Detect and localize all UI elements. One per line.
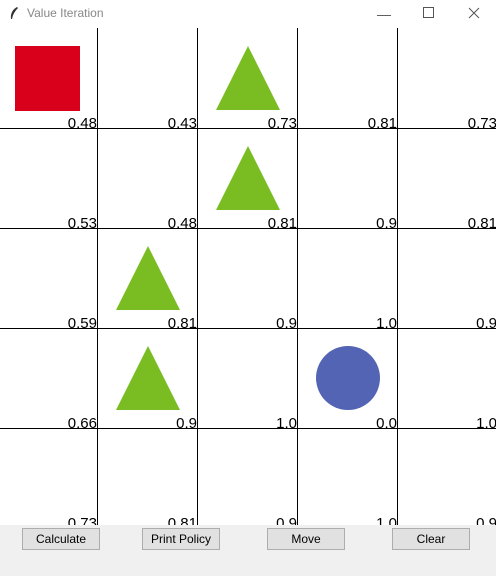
state-value: 0.9	[276, 515, 297, 525]
obstacle-triangle	[116, 246, 180, 310]
state-value: 1.0	[476, 415, 496, 432]
grid-canvas: 0.48 0.43 0.73 0.81 0.73 0.53 0.48 0.81 0.9 0.81 0…	[0, 28, 496, 525]
state-value: 0.0	[376, 415, 397, 432]
action-button[interactable]: Calculate	[22, 528, 100, 550]
obstacle-triangle	[216, 146, 280, 210]
state-value: 0.73	[68, 515, 97, 525]
obstacle-triangle	[216, 46, 280, 110]
state-value: 0.53	[68, 215, 97, 232]
app-icon	[10, 7, 18, 19]
obstacle-triangle	[116, 346, 180, 410]
state-value: 0.9	[476, 515, 496, 525]
state-value: 0.48	[168, 215, 197, 232]
state-value: 0.9	[476, 315, 496, 332]
minimize-button[interactable]: —	[377, 6, 391, 22]
close-button[interactable]	[468, 7, 480, 19]
state-value: 1.0	[276, 415, 297, 432]
maximize-button[interactable]	[423, 7, 435, 19]
state-value: 0.81	[168, 315, 197, 332]
action-button[interactable]: Clear	[392, 528, 470, 550]
state-value: 0.48	[68, 115, 97, 132]
state-value: 0.81	[368, 115, 397, 132]
state-value: 1.0	[376, 515, 397, 525]
agent-square	[15, 46, 80, 111]
action-button[interactable]: Move	[267, 528, 345, 550]
state-value: 0.43	[168, 115, 197, 132]
title-bar: Value Iteration —	[0, 0, 496, 28]
state-value: 0.9	[376, 215, 397, 232]
state-value: 0.66	[68, 415, 97, 432]
state-value: 0.59	[68, 315, 97, 332]
state-value: 0.81	[168, 515, 197, 525]
goal-circle	[316, 346, 380, 410]
state-value: 0.73	[268, 115, 297, 132]
action-button[interactable]: Print Policy	[142, 528, 220, 550]
state-value: 0.9	[176, 415, 197, 432]
state-value: 0.73	[468, 115, 496, 132]
state-value: 0.9	[276, 315, 297, 332]
state-value: 1.0	[376, 315, 397, 332]
state-value: 0.81	[468, 215, 496, 232]
state-value: 0.81	[268, 215, 297, 232]
window-title: Value Iteration	[27, 6, 104, 20]
